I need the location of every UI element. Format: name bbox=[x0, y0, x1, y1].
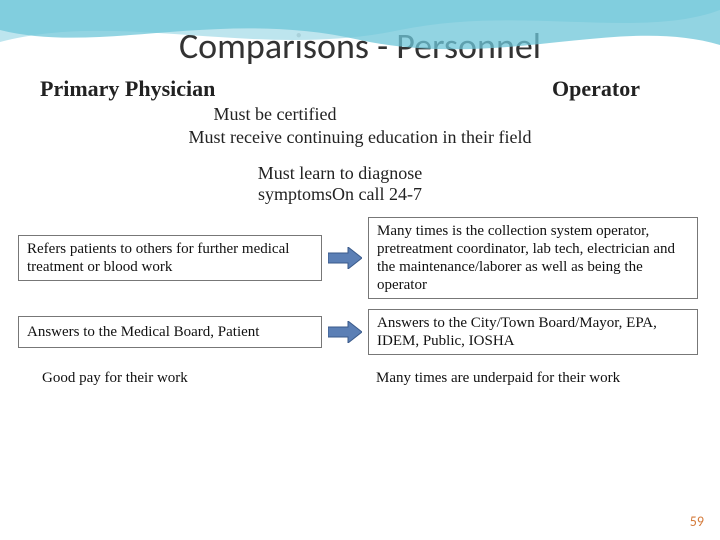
diagnose-symptoms: symptoms bbox=[258, 184, 332, 204]
slide-title: Comparisons - Personnel bbox=[0, 0, 720, 68]
right-box: Many times is the collection system oper… bbox=[368, 217, 698, 299]
left-box: Good pay for their work bbox=[18, 365, 322, 391]
arrow-icon bbox=[328, 247, 362, 269]
on-call: On call 24-7 bbox=[332, 184, 422, 204]
comparison-row: Answers to the Medical Board, Patient An… bbox=[18, 309, 702, 355]
shared-certified: Must be certified bbox=[0, 104, 720, 125]
diagnose-line2: symptomsOn call 24-7 bbox=[150, 183, 530, 206]
column-headers: Primary Physician Operator bbox=[0, 68, 720, 102]
right-column-header: Operator bbox=[552, 76, 640, 102]
comparison-row: Refers patients to others for further me… bbox=[18, 217, 702, 299]
left-column-header: Primary Physician bbox=[40, 76, 215, 102]
left-text: Refers patients to others for further me… bbox=[27, 240, 313, 276]
comparison-rows: Refers patients to others for further me… bbox=[0, 217, 720, 391]
diagnose-line1: Must learn to diagnose bbox=[150, 162, 530, 185]
left-box: Answers to the Medical Board, Patient bbox=[18, 316, 322, 348]
comparison-row: Good pay for their work Many times are u… bbox=[18, 365, 702, 391]
left-box: Refers patients to others for further me… bbox=[18, 235, 322, 281]
right-text: Many times are underpaid for their work bbox=[376, 369, 620, 387]
left-text: Answers to the Medical Board, Patient bbox=[27, 323, 259, 341]
page-number: 59 bbox=[690, 513, 704, 530]
right-box: Many times are underpaid for their work bbox=[368, 365, 698, 391]
right-box: Answers to the City/Town Board/Mayor, EP… bbox=[368, 309, 698, 355]
right-text: Many times is the collection system oper… bbox=[377, 222, 689, 294]
shared-diagnose-block: Must learn to diagnose symptomsOn call 2… bbox=[0, 162, 720, 205]
shared-continuing-ed: Must receive continuing education in the… bbox=[0, 127, 720, 148]
right-text: Answers to the City/Town Board/Mayor, EP… bbox=[377, 314, 689, 350]
left-text: Good pay for their work bbox=[42, 369, 188, 387]
arrow-icon bbox=[328, 321, 362, 343]
